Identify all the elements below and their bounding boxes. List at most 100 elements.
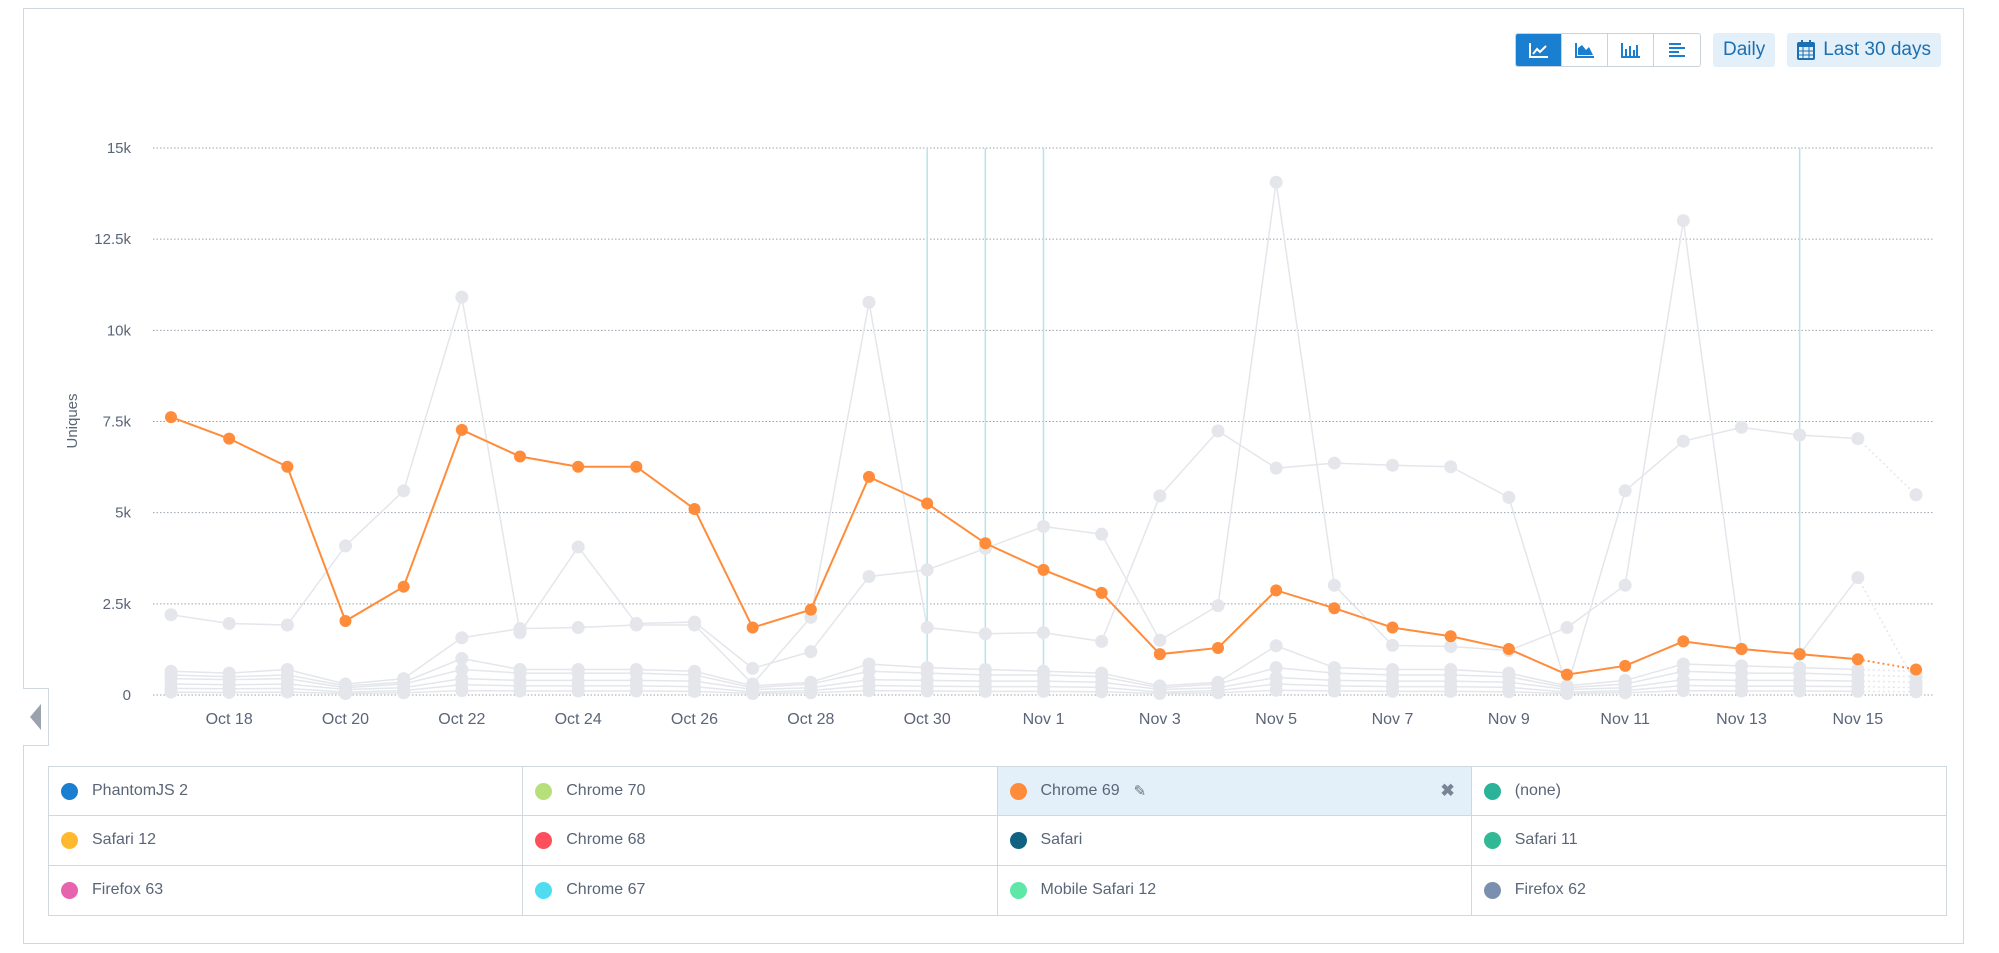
collapse-legend-button[interactable] — [23, 688, 49, 746]
data-point[interactable] — [1037, 626, 1050, 640]
legend-item[interactable]: PhantomJS 2 — [49, 767, 524, 817]
data-point[interactable] — [571, 540, 585, 554]
data-point[interactable] — [1735, 643, 1748, 656]
data-point[interactable] — [1269, 639, 1283, 653]
data-point[interactable] — [1502, 643, 1515, 656]
data-point[interactable] — [223, 432, 236, 445]
data-point[interactable] — [979, 537, 992, 550]
data-point[interactable] — [1851, 684, 1865, 698]
data-point[interactable] — [1327, 456, 1341, 470]
data-point[interactable] — [1270, 584, 1283, 597]
data-point[interactable] — [1037, 563, 1050, 576]
data-point[interactable] — [222, 685, 236, 699]
legend-item[interactable]: Safari 11 — [1471, 816, 1946, 866]
data-point[interactable] — [1619, 659, 1632, 672]
data-point[interactable] — [514, 450, 526, 463]
data-point[interactable] — [1793, 648, 1806, 661]
data-point[interactable] — [513, 684, 527, 698]
data-point[interactable] — [1909, 488, 1923, 502]
legend-item[interactable]: Chrome 68 — [523, 816, 998, 866]
data-point[interactable] — [1676, 434, 1690, 448]
data-point[interactable] — [571, 684, 585, 698]
data-point[interactable] — [1037, 684, 1050, 698]
data-point[interactable] — [804, 603, 817, 616]
data-point[interactable] — [1386, 638, 1399, 652]
data-point[interactable] — [1211, 599, 1225, 613]
data-point[interactable] — [1037, 520, 1050, 534]
data-point[interactable] — [1735, 420, 1748, 434]
data-point[interactable] — [920, 621, 934, 635]
data-point[interactable] — [1560, 687, 1574, 701]
data-point[interactable] — [1386, 684, 1399, 698]
data-point[interactable] — [804, 645, 818, 659]
data-point[interactable] — [455, 631, 469, 645]
legend-item[interactable]: Safari 12 — [49, 816, 524, 866]
data-point[interactable] — [571, 621, 585, 635]
data-point[interactable] — [629, 618, 643, 632]
data-point[interactable] — [1444, 684, 1458, 698]
data-point[interactable] — [513, 622, 527, 636]
data-point[interactable] — [921, 497, 934, 510]
data-point[interactable] — [222, 617, 236, 631]
legend-item[interactable]: Chrome 69 ✎ ✖ — [997, 767, 1472, 817]
data-point[interactable] — [165, 411, 177, 424]
data-point[interactable] — [1212, 641, 1224, 654]
data-point[interactable] — [1095, 634, 1109, 648]
data-point[interactable] — [1677, 635, 1690, 648]
pencil-icon[interactable]: ✎ — [1133, 783, 1147, 801]
data-point[interactable] — [1269, 683, 1283, 697]
data-point[interactable] — [1095, 685, 1109, 699]
data-point[interactable] — [1269, 461, 1283, 475]
data-point[interactable] — [1502, 490, 1516, 504]
legend-item[interactable]: Firefox 63 — [49, 865, 524, 915]
data-point[interactable] — [164, 685, 178, 699]
data-point[interactable] — [746, 687, 760, 701]
data-point[interactable] — [1211, 424, 1225, 438]
legend-item[interactable]: Chrome 67 — [523, 865, 998, 915]
data-point[interactable] — [920, 684, 934, 698]
data-point[interactable] — [1153, 633, 1167, 647]
data-point[interactable] — [455, 423, 468, 436]
data-point[interactable] — [455, 684, 469, 698]
data-point[interactable] — [1618, 484, 1632, 498]
data-point[interactable] — [1444, 460, 1458, 474]
data-point[interactable] — [1386, 621, 1399, 634]
data-point[interactable] — [1269, 661, 1283, 675]
data-point[interactable] — [1909, 685, 1923, 699]
data-point[interactable] — [1211, 686, 1225, 700]
data-point[interactable] — [1328, 602, 1341, 615]
data-point[interactable] — [688, 684, 701, 698]
data-point[interactable] — [1386, 458, 1399, 472]
data-point[interactable] — [339, 614, 352, 627]
data-point[interactable] — [1560, 621, 1574, 635]
data-point[interactable] — [339, 687, 352, 701]
data-point[interactable] — [281, 460, 294, 473]
data-point[interactable] — [746, 661, 760, 675]
data-point[interactable] — [1444, 630, 1457, 643]
data-point[interactable] — [630, 460, 643, 473]
data-point[interactable] — [572, 460, 585, 473]
data-point[interactable] — [804, 686, 818, 700]
data-point[interactable] — [1153, 648, 1166, 661]
data-point[interactable] — [1153, 687, 1167, 701]
data-point[interactable] — [455, 662, 469, 676]
data-point[interactable] — [978, 627, 992, 641]
data-point[interactable] — [1618, 578, 1632, 592]
data-point[interactable] — [1327, 684, 1341, 698]
data-point[interactable] — [1735, 684, 1748, 698]
data-point[interactable] — [1910, 663, 1922, 676]
data-point[interactable] — [164, 608, 178, 622]
data-point[interactable] — [1851, 432, 1865, 446]
data-point[interactable] — [688, 618, 701, 632]
close-icon[interactable]: ✖ — [1440, 781, 1455, 801]
data-point[interactable] — [1851, 653, 1864, 666]
data-point[interactable] — [397, 686, 411, 700]
data-point[interactable] — [280, 685, 294, 699]
interval-dropdown[interactable]: Daily — [1713, 33, 1776, 67]
bar-chart-button[interactable] — [1608, 34, 1654, 66]
legend-item[interactable]: Firefox 62 — [1472, 866, 1946, 915]
legend-item[interactable]: Mobile Safari 12 — [998, 865, 1472, 915]
data-point[interactable] — [629, 684, 643, 698]
data-point[interactable] — [397, 580, 410, 593]
data-point[interactable] — [1095, 527, 1109, 541]
